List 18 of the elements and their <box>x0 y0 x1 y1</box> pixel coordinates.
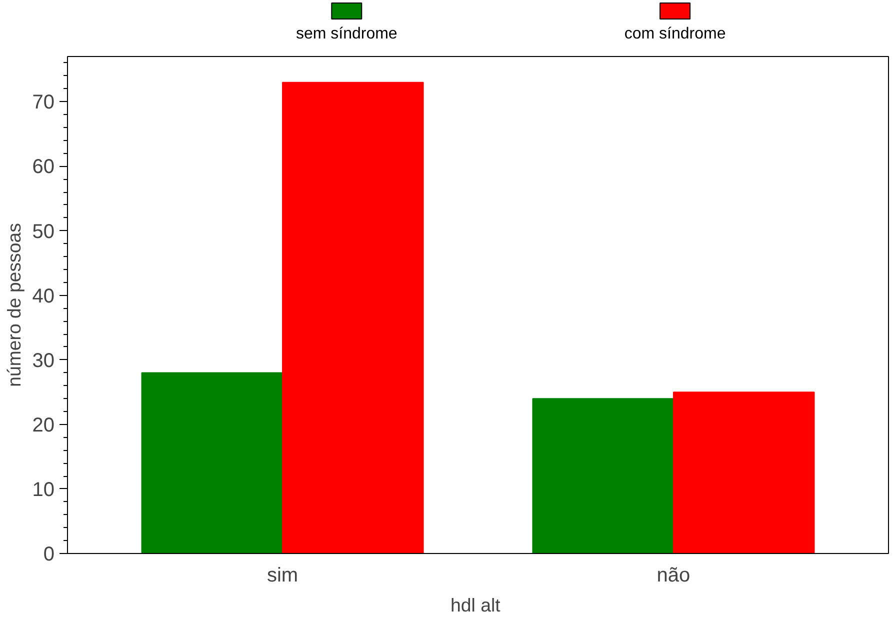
legend-label: sem síndrome <box>296 26 398 43</box>
bar <box>282 82 424 554</box>
y-tick-label: 60 <box>32 156 55 178</box>
bar <box>141 372 284 554</box>
bar <box>672 392 815 554</box>
y-tick-label: 30 <box>32 350 55 372</box>
y-axis-title: número de pessoas <box>3 223 24 387</box>
legend-label: com síndrome <box>624 26 726 43</box>
y-tick-label: 10 <box>32 478 55 501</box>
bar <box>532 398 674 554</box>
y-tick-label: 50 <box>32 220 55 243</box>
y-tick-label: 40 <box>32 285 55 308</box>
x-axis-title: hdl alt <box>450 594 502 616</box>
y-tick-label: 0 <box>43 544 54 566</box>
y-tick-label: 70 <box>32 92 55 114</box>
x-tick-label: não <box>656 564 690 586</box>
y-tick-label: 20 <box>32 414 55 436</box>
x-tick-label: sim <box>266 564 298 586</box>
